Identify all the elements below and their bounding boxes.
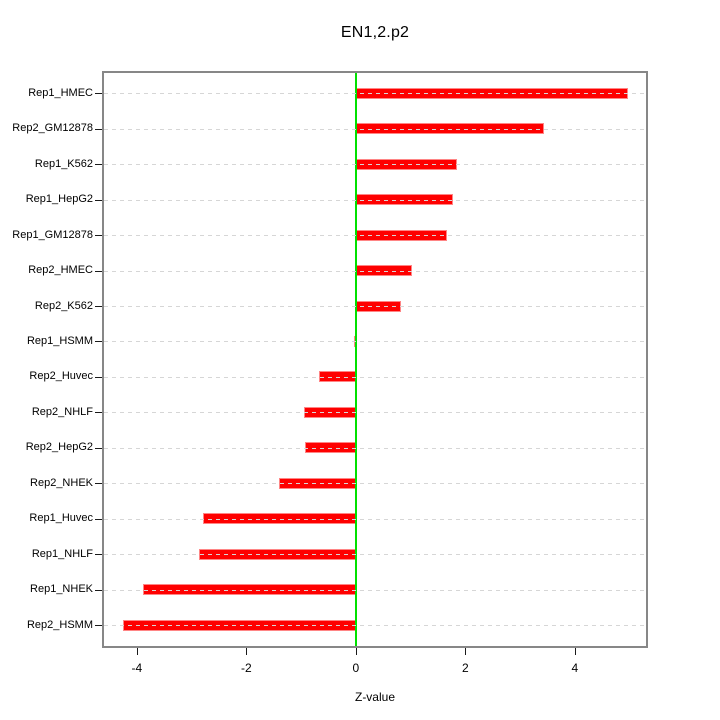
- gridline: [104, 128, 646, 130]
- x-tick-label: -2: [240, 661, 252, 675]
- y-tick: [95, 93, 102, 95]
- chart-title: EN1,2.p2: [340, 24, 410, 41]
- y-tick: [95, 518, 102, 520]
- y-tick-label: Rep2_HMEC: [28, 264, 93, 277]
- y-tick: [95, 376, 102, 378]
- gridline: [104, 483, 646, 485]
- y-tick-label: Rep2_HepG2: [25, 441, 93, 454]
- y-tick-label: Rep1_Huvec: [29, 512, 93, 525]
- x-tick-label: 4: [571, 661, 579, 675]
- y-tick-label: Rep1_NHLF: [31, 547, 93, 560]
- y-tick-label: Rep1_NHEK: [30, 583, 93, 596]
- x-tick: [465, 648, 467, 655]
- x-axis-title: Z-value: [354, 690, 395, 704]
- y-tick: [95, 341, 102, 343]
- x-tick: [574, 648, 576, 655]
- gridline: [104, 625, 646, 627]
- x-tick-label: 2: [461, 661, 469, 675]
- y-tick-label: Rep2_K562: [34, 299, 93, 312]
- gridline: [104, 447, 646, 449]
- y-tick: [95, 554, 102, 556]
- plot-area: [102, 71, 648, 648]
- gridline: [104, 235, 646, 237]
- y-tick: [95, 447, 102, 449]
- y-tick: [95, 589, 102, 591]
- gridline: [104, 270, 646, 272]
- y-tick-label: Rep2_Huvec: [29, 370, 93, 383]
- y-tick-label: Rep1_HepG2: [25, 193, 93, 206]
- y-tick-label: Rep1_GM12878: [12, 228, 93, 241]
- y-tick: [95, 164, 102, 166]
- gridline: [104, 199, 646, 201]
- x-tick: [136, 648, 138, 655]
- y-tick: [95, 483, 102, 485]
- y-tick-label: Rep2_NHEK: [30, 476, 93, 489]
- x-tick: [355, 648, 357, 655]
- gridline: [104, 589, 646, 591]
- y-tick-label: Rep1_HMEC: [28, 86, 93, 99]
- gridline: [104, 376, 646, 378]
- gridline: [104, 93, 646, 95]
- y-tick: [95, 270, 102, 272]
- y-tick-label: Rep2_NHLF: [31, 405, 93, 418]
- y-tick: [95, 235, 102, 237]
- y-tick-label: Rep1_K562: [34, 157, 93, 170]
- gridline: [104, 518, 646, 520]
- x-tick-label: -4: [131, 661, 143, 675]
- y-tick: [95, 199, 102, 201]
- x-tick-label: 0: [352, 661, 360, 675]
- y-tick-label: Rep1_HSMM: [26, 334, 93, 347]
- y-tick: [95, 128, 102, 130]
- y-tick-label: Rep2_GM12878: [12, 122, 93, 135]
- gridline: [104, 554, 646, 556]
- gridline: [104, 164, 646, 166]
- gridline: [104, 306, 646, 307]
- y-tick-label: Rep2_HSMM: [26, 618, 93, 631]
- zero-reference-line: [354, 73, 357, 646]
- y-tick: [95, 625, 102, 627]
- x-tick: [246, 648, 248, 655]
- gridline: [104, 341, 646, 343]
- y-tick: [95, 412, 102, 414]
- y-tick: [95, 306, 102, 307]
- gridline: [104, 412, 646, 414]
